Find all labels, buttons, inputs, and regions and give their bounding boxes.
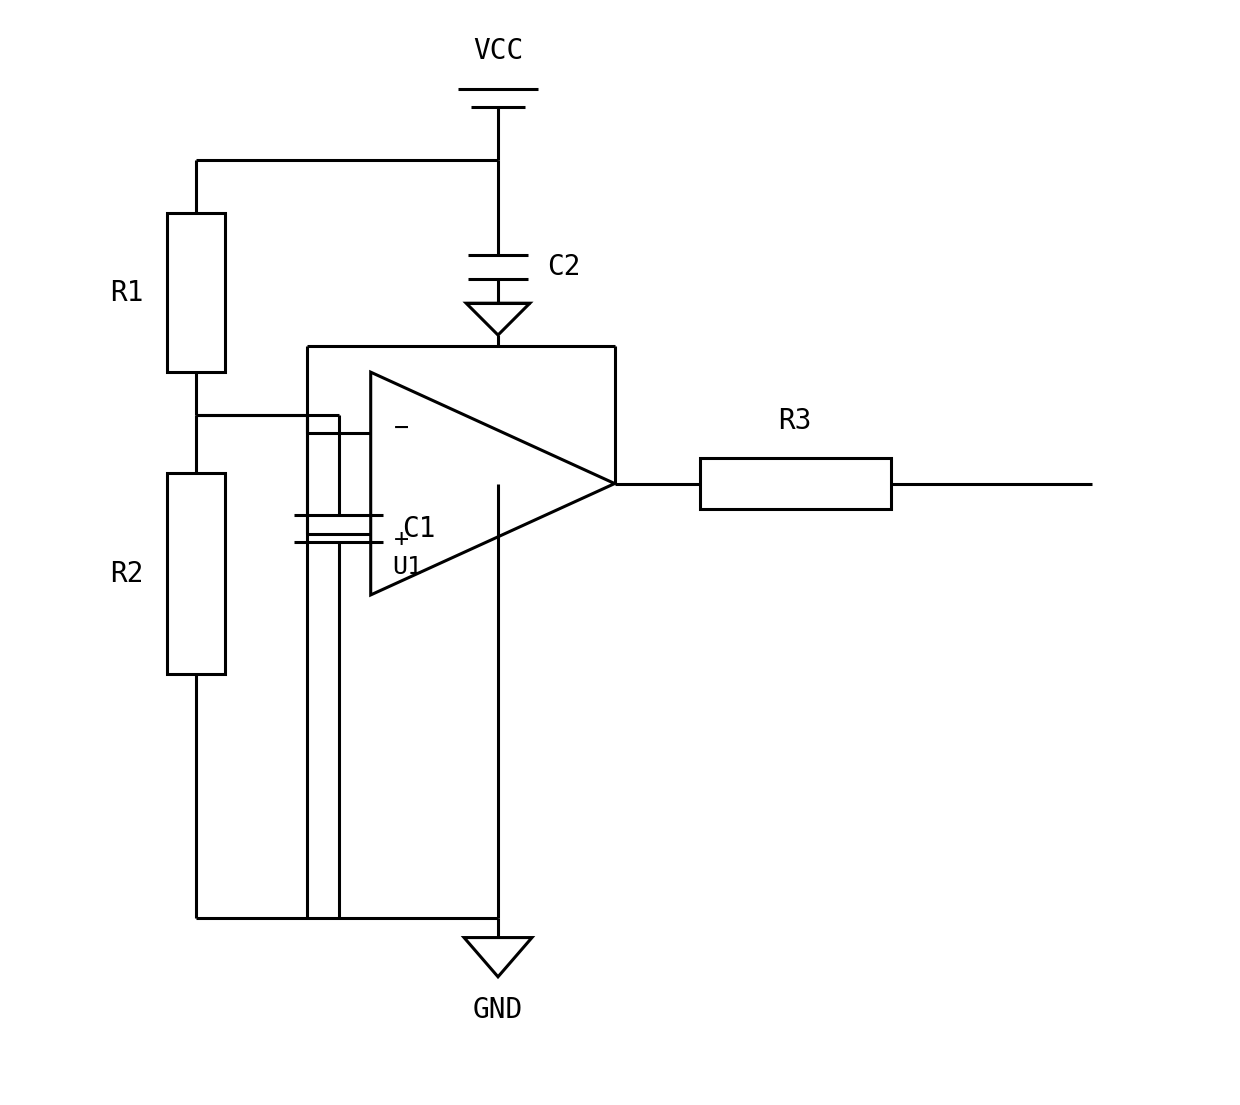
Text: R2: R2 — [109, 560, 143, 588]
Text: GND: GND — [472, 996, 523, 1024]
Text: VCC: VCC — [472, 36, 523, 64]
Text: −: − — [394, 417, 409, 440]
Polygon shape — [371, 372, 615, 594]
Polygon shape — [466, 303, 529, 335]
Polygon shape — [464, 937, 532, 977]
Bar — [166, 213, 224, 372]
Text: +: + — [394, 527, 409, 551]
Bar — [699, 459, 890, 509]
Text: R3: R3 — [779, 407, 812, 434]
Text: C2: C2 — [547, 253, 580, 281]
Bar — [166, 473, 224, 674]
Text: R1: R1 — [109, 278, 143, 306]
Text: U1: U1 — [392, 555, 422, 579]
Text: C1: C1 — [403, 515, 436, 543]
